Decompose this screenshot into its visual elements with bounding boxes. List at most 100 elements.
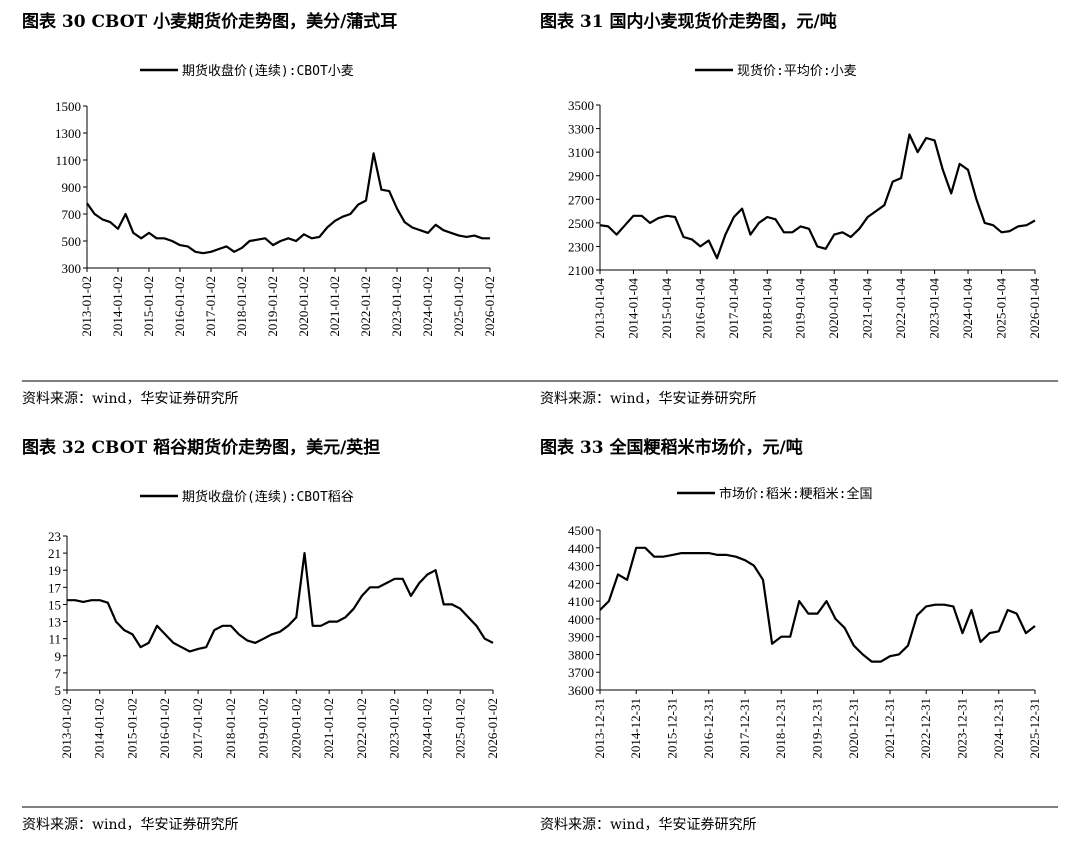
x-tick-label: 2013-12-31 xyxy=(592,698,607,759)
y-tick-label: 2300 xyxy=(568,239,594,254)
y-tick-label: 3300 xyxy=(568,122,594,137)
x-tick-label: 2019-01-02 xyxy=(256,698,271,759)
x-tick-label: 2026-01-04 xyxy=(1027,278,1042,339)
x-tick-label: 2020-01-04 xyxy=(826,278,841,339)
x-tick-label: 2017-01-02 xyxy=(190,698,205,759)
source: 资料来源：wind，华安证券研究所 xyxy=(22,817,238,833)
y-tick-label: 15 xyxy=(48,597,61,612)
chart-title: 图表 31 国内小麦现货价走势图，元/吨 xyxy=(540,11,837,32)
x-tick-label: 2020-01-02 xyxy=(296,276,311,337)
x-tick-label: 2013-01-02 xyxy=(59,698,74,759)
y-tick-label: 13 xyxy=(48,615,61,630)
x-tick-label: 2013-01-04 xyxy=(592,278,607,339)
y-tick-label: 23 xyxy=(48,529,61,544)
x-tick-label: 2024-01-02 xyxy=(420,276,435,337)
x-tick-label: 2025-01-04 xyxy=(994,278,1009,339)
x-tick-label: 2016-01-02 xyxy=(157,698,172,759)
x-tick-label: 2015-12-31 xyxy=(664,698,679,759)
x-tick-label: 2026-01-02 xyxy=(482,276,497,337)
x-tick-label: 2017-01-04 xyxy=(726,278,741,339)
y-tick-label: 300 xyxy=(62,261,82,276)
x-tick-label: 2018-01-04 xyxy=(759,278,774,339)
y-tick-label: 19 xyxy=(48,563,61,578)
x-tick-label: 2022-01-02 xyxy=(354,698,369,759)
x-tick-label: 2022-01-04 xyxy=(893,278,908,339)
y-tick-label: 3800 xyxy=(568,647,594,662)
x-tick-label: 2014-01-02 xyxy=(110,276,125,337)
x-tick-label: 2025-01-02 xyxy=(451,276,466,337)
x-tick-label: 2018-01-02 xyxy=(234,276,249,337)
x-tick-label: 2015-01-02 xyxy=(124,698,139,759)
x-tick-label: 2024-01-04 xyxy=(960,278,975,339)
y-tick-label: 900 xyxy=(62,180,82,195)
y-tick-label: 3900 xyxy=(568,630,594,645)
y-tick-label: 2700 xyxy=(568,192,594,207)
chart-title: 图表 30 CBOT 小麦期货价走势图，美分/蒲式耳 xyxy=(22,11,397,32)
x-tick-label: 2013-01-02 xyxy=(79,276,94,337)
y-tick-label: 11 xyxy=(48,632,61,647)
y-tick-label: 21 xyxy=(48,546,61,561)
legend-label: 期货收盘价(连续):CBOT小麦 xyxy=(182,63,354,79)
x-tick-label: 2019-01-04 xyxy=(793,278,808,339)
x-tick-label: 2021-12-31 xyxy=(882,698,897,759)
x-tick-label: 2022-12-31 xyxy=(918,698,933,759)
y-tick-label: 1300 xyxy=(55,126,81,141)
x-tick-label: 2019-12-31 xyxy=(809,698,824,759)
y-tick-label: 500 xyxy=(62,234,82,249)
source: 资料来源：wind，华安证券研究所 xyxy=(540,817,756,833)
x-tick-label: 2025-12-31 xyxy=(1027,698,1042,759)
y-tick-label: 4100 xyxy=(568,594,594,609)
x-tick-label: 2026-01-02 xyxy=(485,698,500,759)
y-tick-label: 1100 xyxy=(55,153,81,168)
x-tick-label: 2016-12-31 xyxy=(701,698,716,759)
x-tick-label: 2022-01-02 xyxy=(358,276,373,337)
y-tick-label: 4400 xyxy=(568,541,594,556)
chart-title: 图表 32 CBOT 稻谷期货价走势图，美元/英担 xyxy=(22,437,380,458)
x-tick-label: 2018-12-31 xyxy=(773,698,788,759)
line-series xyxy=(599,546,1036,663)
source: 资料来源：wind，华安证券研究所 xyxy=(540,391,756,407)
x-tick-label: 2025-01-02 xyxy=(452,698,467,759)
chart-title: 图表 33 全国粳稻米市场价，元/吨 xyxy=(540,437,803,458)
y-tick-label: 700 xyxy=(62,207,82,222)
source: 资料来源：wind，华安证券研究所 xyxy=(22,391,238,407)
x-tick-label: 2016-01-02 xyxy=(172,276,187,337)
y-tick-label: 4000 xyxy=(568,612,594,627)
y-tick-label: 4300 xyxy=(568,559,594,574)
y-tick-label: 3600 xyxy=(568,683,594,698)
y-tick-label: 17 xyxy=(48,580,62,595)
x-tick-label: 2021-01-04 xyxy=(860,278,875,339)
y-tick-label: 7 xyxy=(55,666,62,681)
x-tick-label: 2017-01-02 xyxy=(203,276,218,337)
legend-label: 现货价:平均价:小麦 xyxy=(737,63,857,79)
x-tick-label: 2020-12-31 xyxy=(846,698,861,759)
y-tick-label: 5 xyxy=(55,683,62,698)
y-tick-label: 3500 xyxy=(568,98,594,113)
y-tick-label: 2100 xyxy=(568,263,594,278)
x-tick-label: 2023-01-02 xyxy=(387,698,402,759)
x-tick-label: 2014-01-02 xyxy=(92,698,107,759)
x-tick-label: 2014-12-31 xyxy=(628,698,643,759)
x-tick-label: 2017-12-31 xyxy=(737,698,752,759)
x-tick-label: 2018-01-02 xyxy=(223,698,238,759)
x-tick-label: 2019-01-02 xyxy=(265,276,280,337)
x-tick-label: 2014-01-04 xyxy=(625,278,640,339)
y-tick-label: 4200 xyxy=(568,576,594,591)
y-tick-label: 3100 xyxy=(568,145,594,160)
x-tick-label: 2023-01-04 xyxy=(927,278,942,339)
x-tick-label: 2024-12-31 xyxy=(991,698,1006,759)
y-tick-label: 2900 xyxy=(568,169,594,184)
x-tick-label: 2021-01-02 xyxy=(321,698,336,759)
x-tick-label: 2024-01-02 xyxy=(419,698,434,759)
line-series xyxy=(67,552,494,653)
x-tick-label: 2021-01-02 xyxy=(327,276,342,337)
x-tick-label: 2016-01-04 xyxy=(692,278,707,339)
y-tick-label: 9 xyxy=(55,649,62,664)
x-tick-label: 2015-01-02 xyxy=(141,276,156,337)
x-tick-label: 2023-01-02 xyxy=(389,276,404,337)
line-series xyxy=(599,133,1036,260)
y-tick-label: 1500 xyxy=(55,99,81,114)
legend-label: 期货收盘价(连续):CBOT稻谷 xyxy=(182,489,354,505)
line-series xyxy=(86,152,490,255)
